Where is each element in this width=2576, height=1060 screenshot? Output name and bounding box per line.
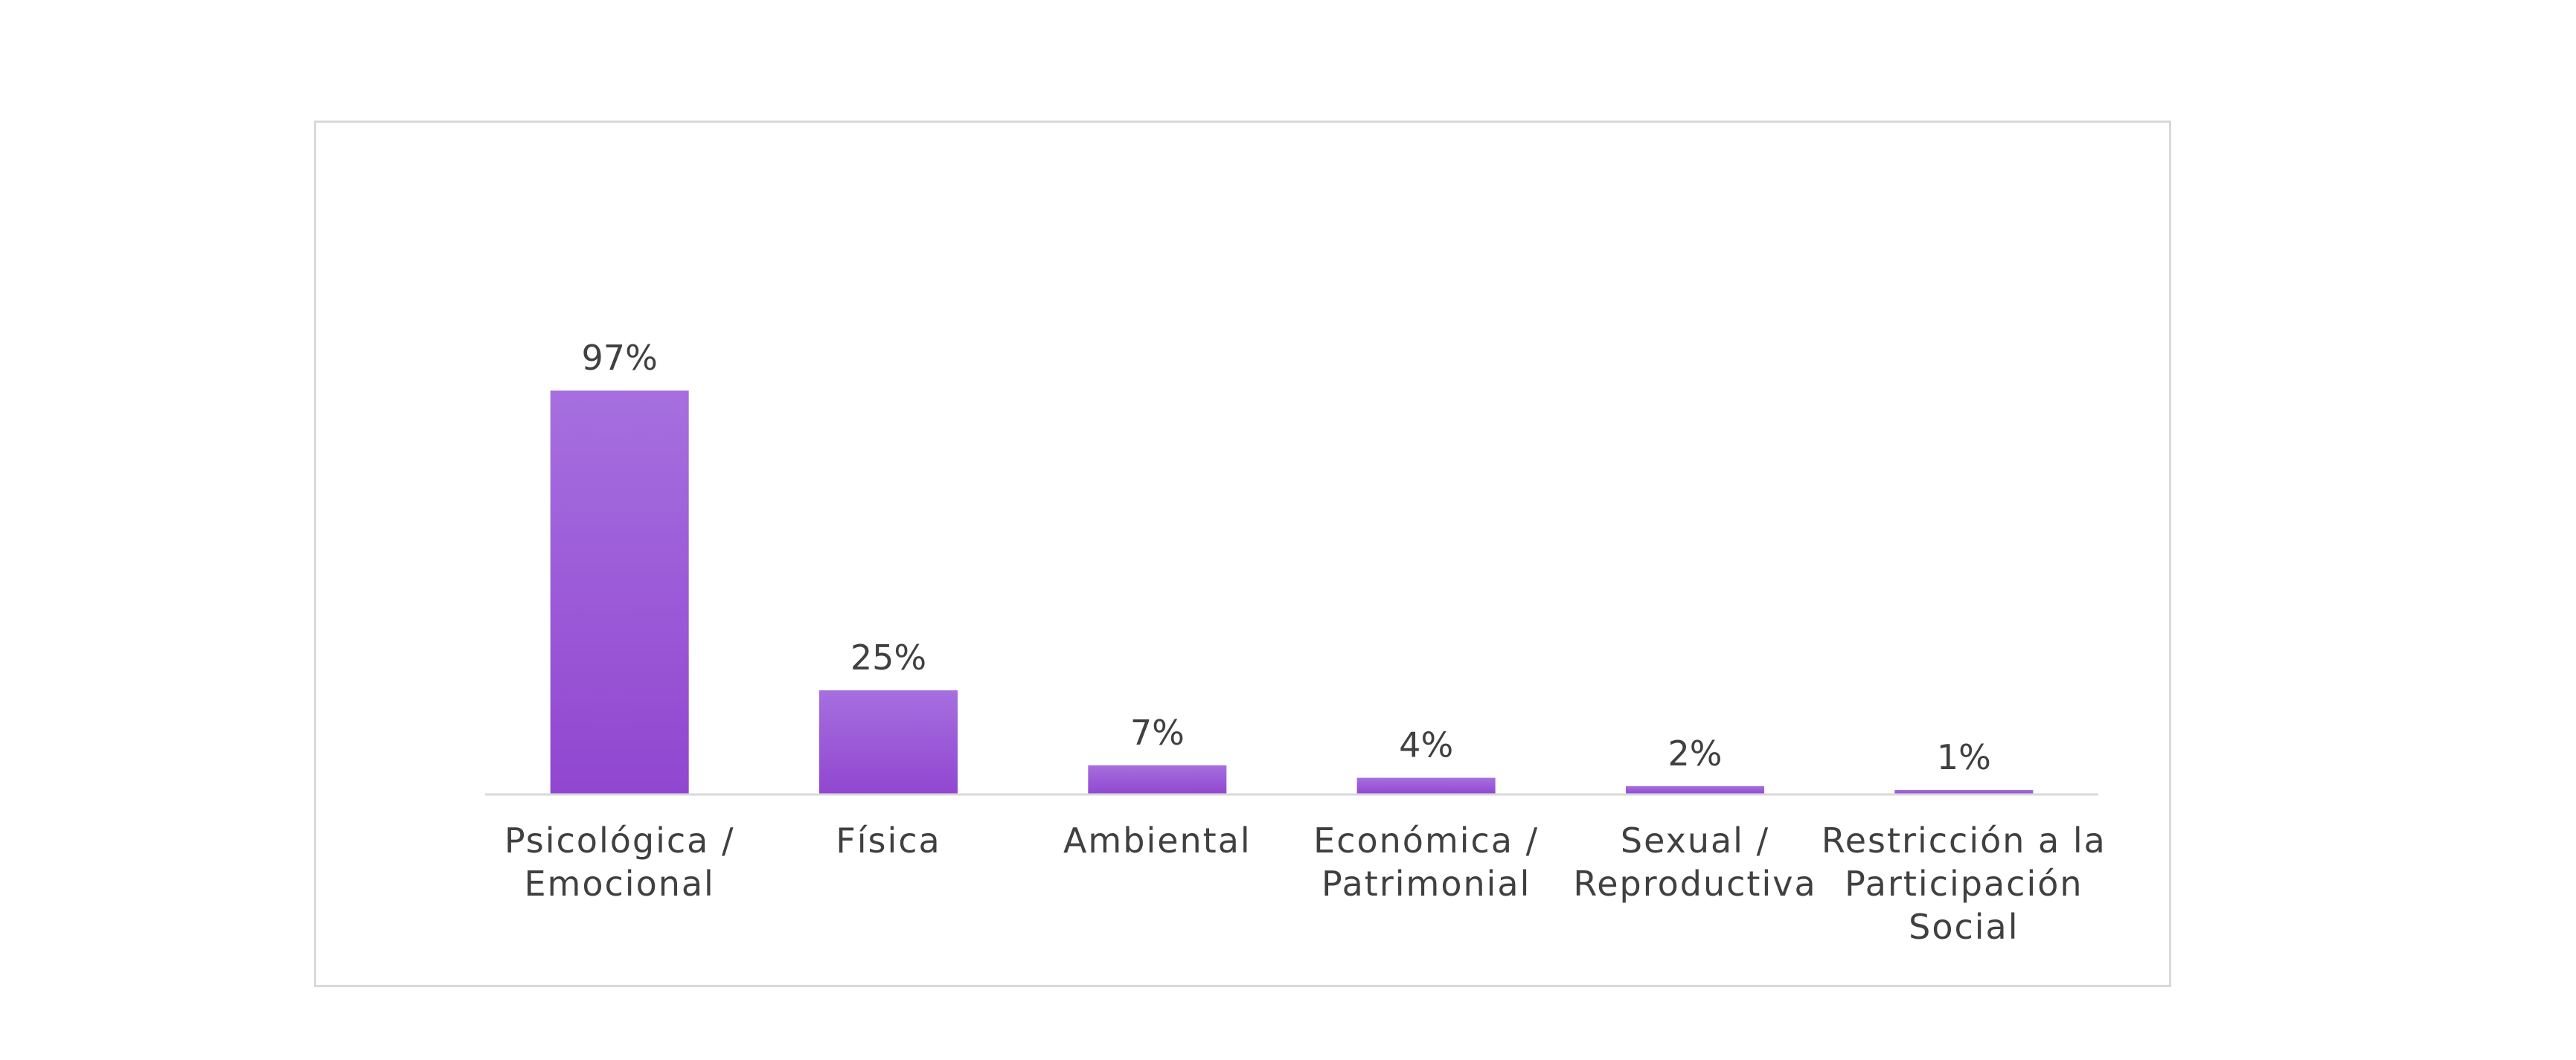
data-label-5: 1% xyxy=(1937,737,1991,777)
x-tick-label-line: Sexual / xyxy=(1621,820,1769,861)
x-tick-label-line: Social xyxy=(1909,907,2019,947)
x-tick-label-5: Restricción a la Participación Social xyxy=(1822,820,2106,947)
x-tick-label-line: Física xyxy=(836,820,941,861)
data-labels-layer: 97% 25% 7% 4% 2% 1% xyxy=(582,338,1991,777)
data-label-4: 2% xyxy=(1668,733,1723,774)
data-label-1: 25% xyxy=(850,637,926,678)
x-tick-label-line: Restricción a la xyxy=(1822,820,2106,861)
x-tick-label-line: Emocional xyxy=(524,864,714,904)
x-tick-labels-layer: Psicológica / Emocional Física Ambiental Eco… xyxy=(504,820,2106,947)
x-tick-label-2: Ambiental xyxy=(1063,820,1252,861)
x-tick-label-0: Psicológica / Emocional xyxy=(504,820,735,904)
x-tick-label-line: Económica / xyxy=(1313,820,1539,861)
bar-3 xyxy=(1356,777,1496,794)
x-tick-label-line: Participación xyxy=(1845,864,2083,904)
x-tick-label-line: Patrimonial xyxy=(1321,864,1531,904)
bar-1 xyxy=(819,690,958,794)
x-tick-label-3: Económica / Patrimonial xyxy=(1313,820,1539,904)
x-tick-label-1: Física xyxy=(836,820,941,861)
data-label-3: 4% xyxy=(1399,725,1453,765)
data-label-0: 97% xyxy=(582,338,658,378)
data-label-2: 7% xyxy=(1130,713,1185,753)
x-tick-label-line: Reproductiva xyxy=(1573,864,1816,904)
bar-5 xyxy=(1894,790,2034,794)
bar-2 xyxy=(1088,765,1227,794)
bars-layer xyxy=(550,391,2034,794)
bar-4 xyxy=(1626,786,1764,794)
x-tick-label-line: Ambiental xyxy=(1063,820,1252,861)
x-tick-label-line: Psicológica / xyxy=(504,820,735,861)
x-tick-label-4: Sexual / Reproductiva xyxy=(1573,820,1816,904)
bar-0 xyxy=(550,391,689,794)
